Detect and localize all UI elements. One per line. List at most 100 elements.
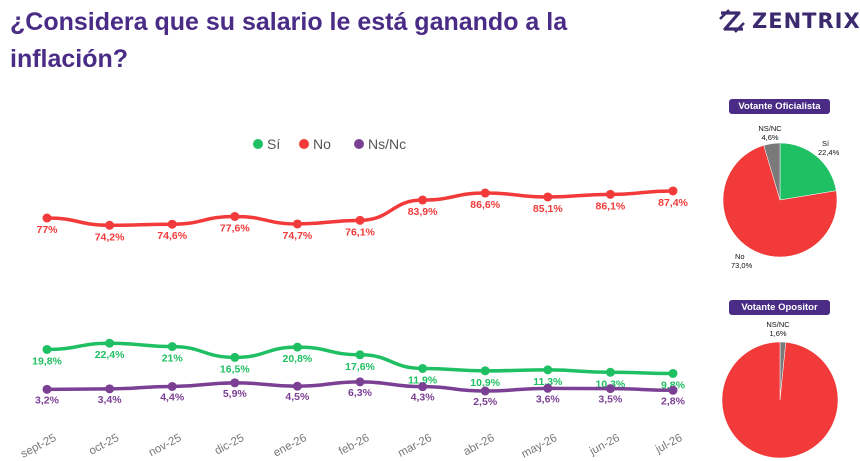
pie-label-name: NS/NC [766, 320, 790, 329]
data-label-no: 86,6% [470, 199, 500, 211]
data-label-nsnc: 2,5% [473, 396, 498, 408]
point-no [230, 211, 240, 221]
point-no [105, 220, 115, 230]
x-tick-label: mar-26 [396, 432, 434, 460]
point-si [105, 338, 115, 348]
pie-slice [722, 145, 838, 258]
data-label-si: 20,8% [283, 353, 313, 365]
point-nsnc [105, 384, 115, 394]
legend-marker-si [253, 139, 263, 149]
brand-name: ZENTRIX [752, 9, 860, 33]
point-no [355, 215, 365, 225]
data-label-no: 74,6% [157, 230, 187, 242]
data-label-nsnc: 6,3% [348, 387, 373, 399]
pie-label-value: 73,0% [731, 261, 753, 270]
data-label-si: 11,9% [408, 374, 438, 386]
data-label-si: 11,3% [533, 376, 563, 388]
x-tick-label: may-26 [520, 432, 560, 461]
x-tick-label: sept-25 [19, 432, 59, 461]
x-tick-label: feb-26 [337, 432, 371, 458]
point-no [543, 192, 553, 202]
data-label-nsnc: 4,3% [411, 392, 436, 404]
data-label-no: 86,1% [596, 200, 626, 212]
data-label-nsnc: 4,5% [285, 391, 310, 403]
point-si [230, 352, 240, 362]
point-nsnc [355, 377, 365, 387]
legend-label-nsnc: Ns/Nc [368, 136, 406, 152]
x-tick-label: oct-25 [87, 432, 121, 458]
point-no [167, 219, 177, 229]
point-si [42, 344, 52, 354]
data-label-si: 10,9% [470, 377, 500, 389]
point-si [167, 342, 177, 352]
point-nsnc [167, 381, 177, 391]
legend-marker-nsnc [354, 139, 364, 149]
data-label-nsnc: 3,2% [35, 394, 60, 406]
point-si [292, 342, 302, 352]
legend-label-si: Sí [267, 136, 280, 152]
pie-slice [779, 142, 837, 201]
pie-label-name: NS/NC [758, 124, 782, 133]
x-tick-label: nov-25 [147, 432, 184, 459]
point-no [480, 188, 490, 198]
x-tick-label: dic-25 [213, 432, 246, 457]
x-tick-label: abr-26 [462, 432, 497, 458]
data-label-no: 76,1% [345, 226, 375, 238]
data-label-nsnc: 4,4% [160, 391, 185, 403]
point-nsnc [480, 386, 490, 396]
data-label-nsnc: 5,9% [223, 388, 248, 400]
point-si [543, 365, 553, 375]
point-nsnc [230, 378, 240, 388]
x-tick-label: ene-26 [272, 432, 309, 459]
data-label-si: 19,8% [32, 355, 62, 367]
data-label-no: 74,2% [95, 231, 125, 243]
point-si [480, 366, 490, 376]
pie-label-value: 4,6% [761, 133, 778, 142]
point-nsnc [668, 385, 678, 395]
chart-title: ¿Considera que su salario le está ganand… [10, 8, 568, 73]
point-si [418, 363, 428, 373]
point-no [42, 213, 52, 223]
zentrix-logo-icon [719, 9, 745, 33]
data-label-si: 17,6% [345, 361, 375, 373]
data-label-no: 77,6% [220, 222, 250, 234]
data-label-si: 9,8% [661, 379, 686, 391]
pie-title-oficialista: Votante Oficialista [729, 99, 830, 114]
point-no [292, 219, 302, 229]
data-label-no: 77% [36, 224, 58, 236]
data-label-si: 22,4% [95, 349, 125, 361]
point-si [605, 367, 615, 377]
pie-label-value: 22,4% [818, 148, 840, 157]
point-nsnc [42, 384, 52, 394]
pie-label-name: Sí [822, 139, 830, 148]
data-label-nsnc: 3,6% [536, 393, 561, 405]
x-tick-label: jun-26 [587, 432, 622, 458]
data-label-si: 21% [162, 353, 184, 365]
point-si [355, 350, 365, 360]
point-nsnc [418, 382, 428, 392]
point-nsnc [292, 381, 302, 391]
point-nsnc [543, 383, 553, 393]
data-label-nsnc: 3,5% [598, 394, 623, 406]
legend-marker-no [299, 139, 309, 149]
pie-slice [763, 142, 781, 201]
point-no [668, 186, 678, 196]
point-si [668, 368, 678, 378]
point-no [605, 189, 615, 199]
x-tick-label: jul-26 [653, 432, 684, 456]
data-label-nsnc: 3,4% [98, 394, 123, 406]
data-label-si: 16,5% [220, 363, 250, 375]
pie-title-opositor: Votante Opositor [729, 300, 830, 315]
data-label-no: 87,4% [658, 197, 688, 209]
legend-label-no: No [313, 136, 331, 152]
data-label-no: 83,9% [408, 206, 438, 218]
pie-label-value: 1,6% [769, 329, 786, 338]
point-no [418, 195, 428, 205]
data-label-no: 74,7% [283, 230, 313, 242]
data-label-no: 85,1% [533, 203, 563, 215]
pie-label-name: No [735, 252, 745, 261]
point-nsnc [605, 384, 615, 394]
data-label-nsnc: 2,8% [661, 395, 686, 407]
brand-logo: ZENTRIX [717, 4, 860, 38]
